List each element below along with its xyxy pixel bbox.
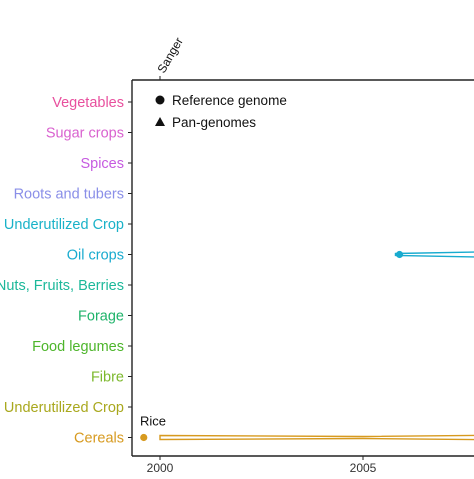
- violin-outline: [394, 251, 474, 258]
- reference-genome-point: [140, 433, 148, 442]
- category-label: Vegetables: [52, 95, 124, 111]
- legend-circle-icon: [155, 95, 165, 105]
- legend: Reference genome Pan-genomes: [155, 93, 287, 130]
- x-tick-label: 2005: [350, 461, 377, 474]
- category-label: Fibre: [91, 370, 124, 386]
- annotation-label: Rice: [140, 414, 166, 429]
- legend-triangle-icon: [155, 117, 165, 126]
- reference-genome-point: [395, 250, 404, 259]
- x-tick-label: 2000: [147, 461, 174, 474]
- axes: 2000200520102015: [128, 79, 474, 475]
- category-labels: Vegetables Sugar crops Spices Roots and tub…: [0, 95, 124, 447]
- legend-label: Pan-genomes: [172, 115, 256, 130]
- era-label: Sanger: [154, 35, 185, 76]
- violin-outline: [159, 434, 474, 441]
- category-label: Roots and tubers: [14, 187, 124, 203]
- category-label: Sugar crops: [46, 126, 124, 142]
- category-label: Underutilized Crop: [4, 400, 124, 416]
- category-label: Nuts, Fruits, Berries: [0, 278, 124, 294]
- category-label: Oil crops: [67, 248, 124, 264]
- category-label: Spices: [80, 156, 124, 172]
- category-label: Underutilized Crop: [4, 217, 124, 233]
- legend-label: Reference genome: [172, 93, 287, 108]
- technology-era-labels: SangerShortreads NGSLongreads NGSOptical…: [154, 35, 186, 80]
- category-label: Food legumes: [32, 339, 124, 355]
- data-marks: Rice: [140, 250, 474, 442]
- category-label: Forage: [78, 309, 124, 325]
- category-label: Cereals: [74, 431, 124, 447]
